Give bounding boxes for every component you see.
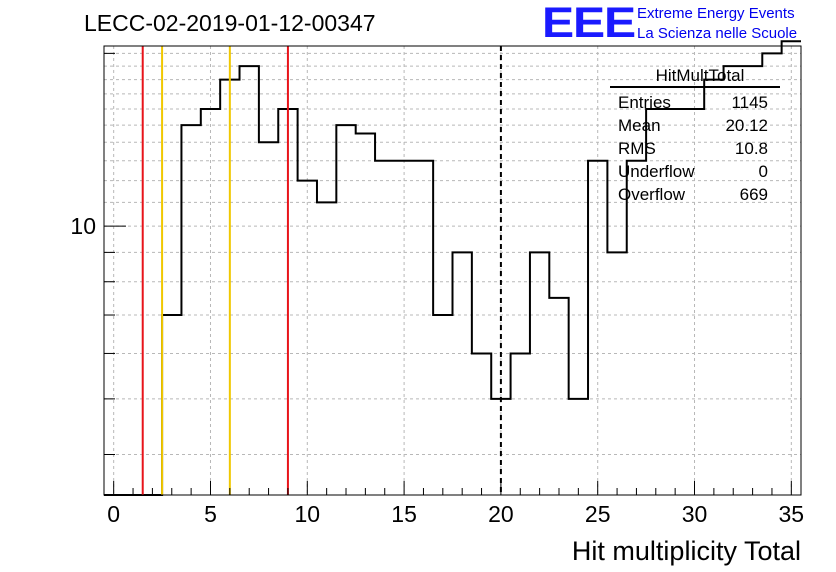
- stats-key: Underflow: [618, 162, 695, 181]
- stats-box: HitMultTotal Entries 1145 Mean 20.12 RMS…: [610, 66, 780, 204]
- x-tick-label: 35: [779, 501, 805, 527]
- stats-value: 20.12: [725, 116, 768, 135]
- stats-value: 0: [758, 162, 768, 181]
- stats-value: 10.8: [734, 139, 768, 158]
- x-tick-label: 0: [107, 501, 120, 527]
- x-tick-label: 30: [682, 501, 708, 527]
- stats-value: 1145: [731, 93, 768, 112]
- stats-row-mean: Mean 20.12: [610, 114, 780, 137]
- stats-row-rms: RMS 10.8: [610, 137, 780, 160]
- x-tick-label: 25: [585, 501, 611, 527]
- x-tick-label: 15: [391, 501, 417, 527]
- y-tick-label: 10: [70, 213, 96, 239]
- logo-mark: EEE: [542, 0, 636, 47]
- logo-line2: La Scienza nelle Scuole: [637, 25, 798, 42]
- x-tick-label: 20: [488, 501, 514, 527]
- stats-key: RMS: [618, 139, 656, 158]
- stats-title: HitMultTotal: [655, 66, 745, 85]
- plot-frame: [103, 45, 802, 496]
- x-tick-label: 10: [294, 501, 320, 527]
- histogram-line: [104, 40, 801, 496]
- x-tick-label: 5: [204, 501, 217, 527]
- stats-key: Mean: [618, 116, 661, 135]
- stats-key: Overflow: [618, 185, 686, 204]
- run-title: LECC-02-2019-01-12-00347: [84, 10, 376, 36]
- stats-row-entries: Entries 1145: [610, 91, 780, 114]
- stats-title-underline: [610, 86, 780, 88]
- stats-row-underflow: Underflow 0: [610, 160, 780, 183]
- x-axis-label: Hit multiplicity Total: [572, 536, 801, 566]
- logo-line1: Extreme Energy Events: [637, 5, 795, 22]
- stats-key: Entries: [618, 93, 671, 112]
- stats-value: 669: [739, 185, 768, 204]
- stats-row-overflow: Overflow 669: [610, 183, 780, 206]
